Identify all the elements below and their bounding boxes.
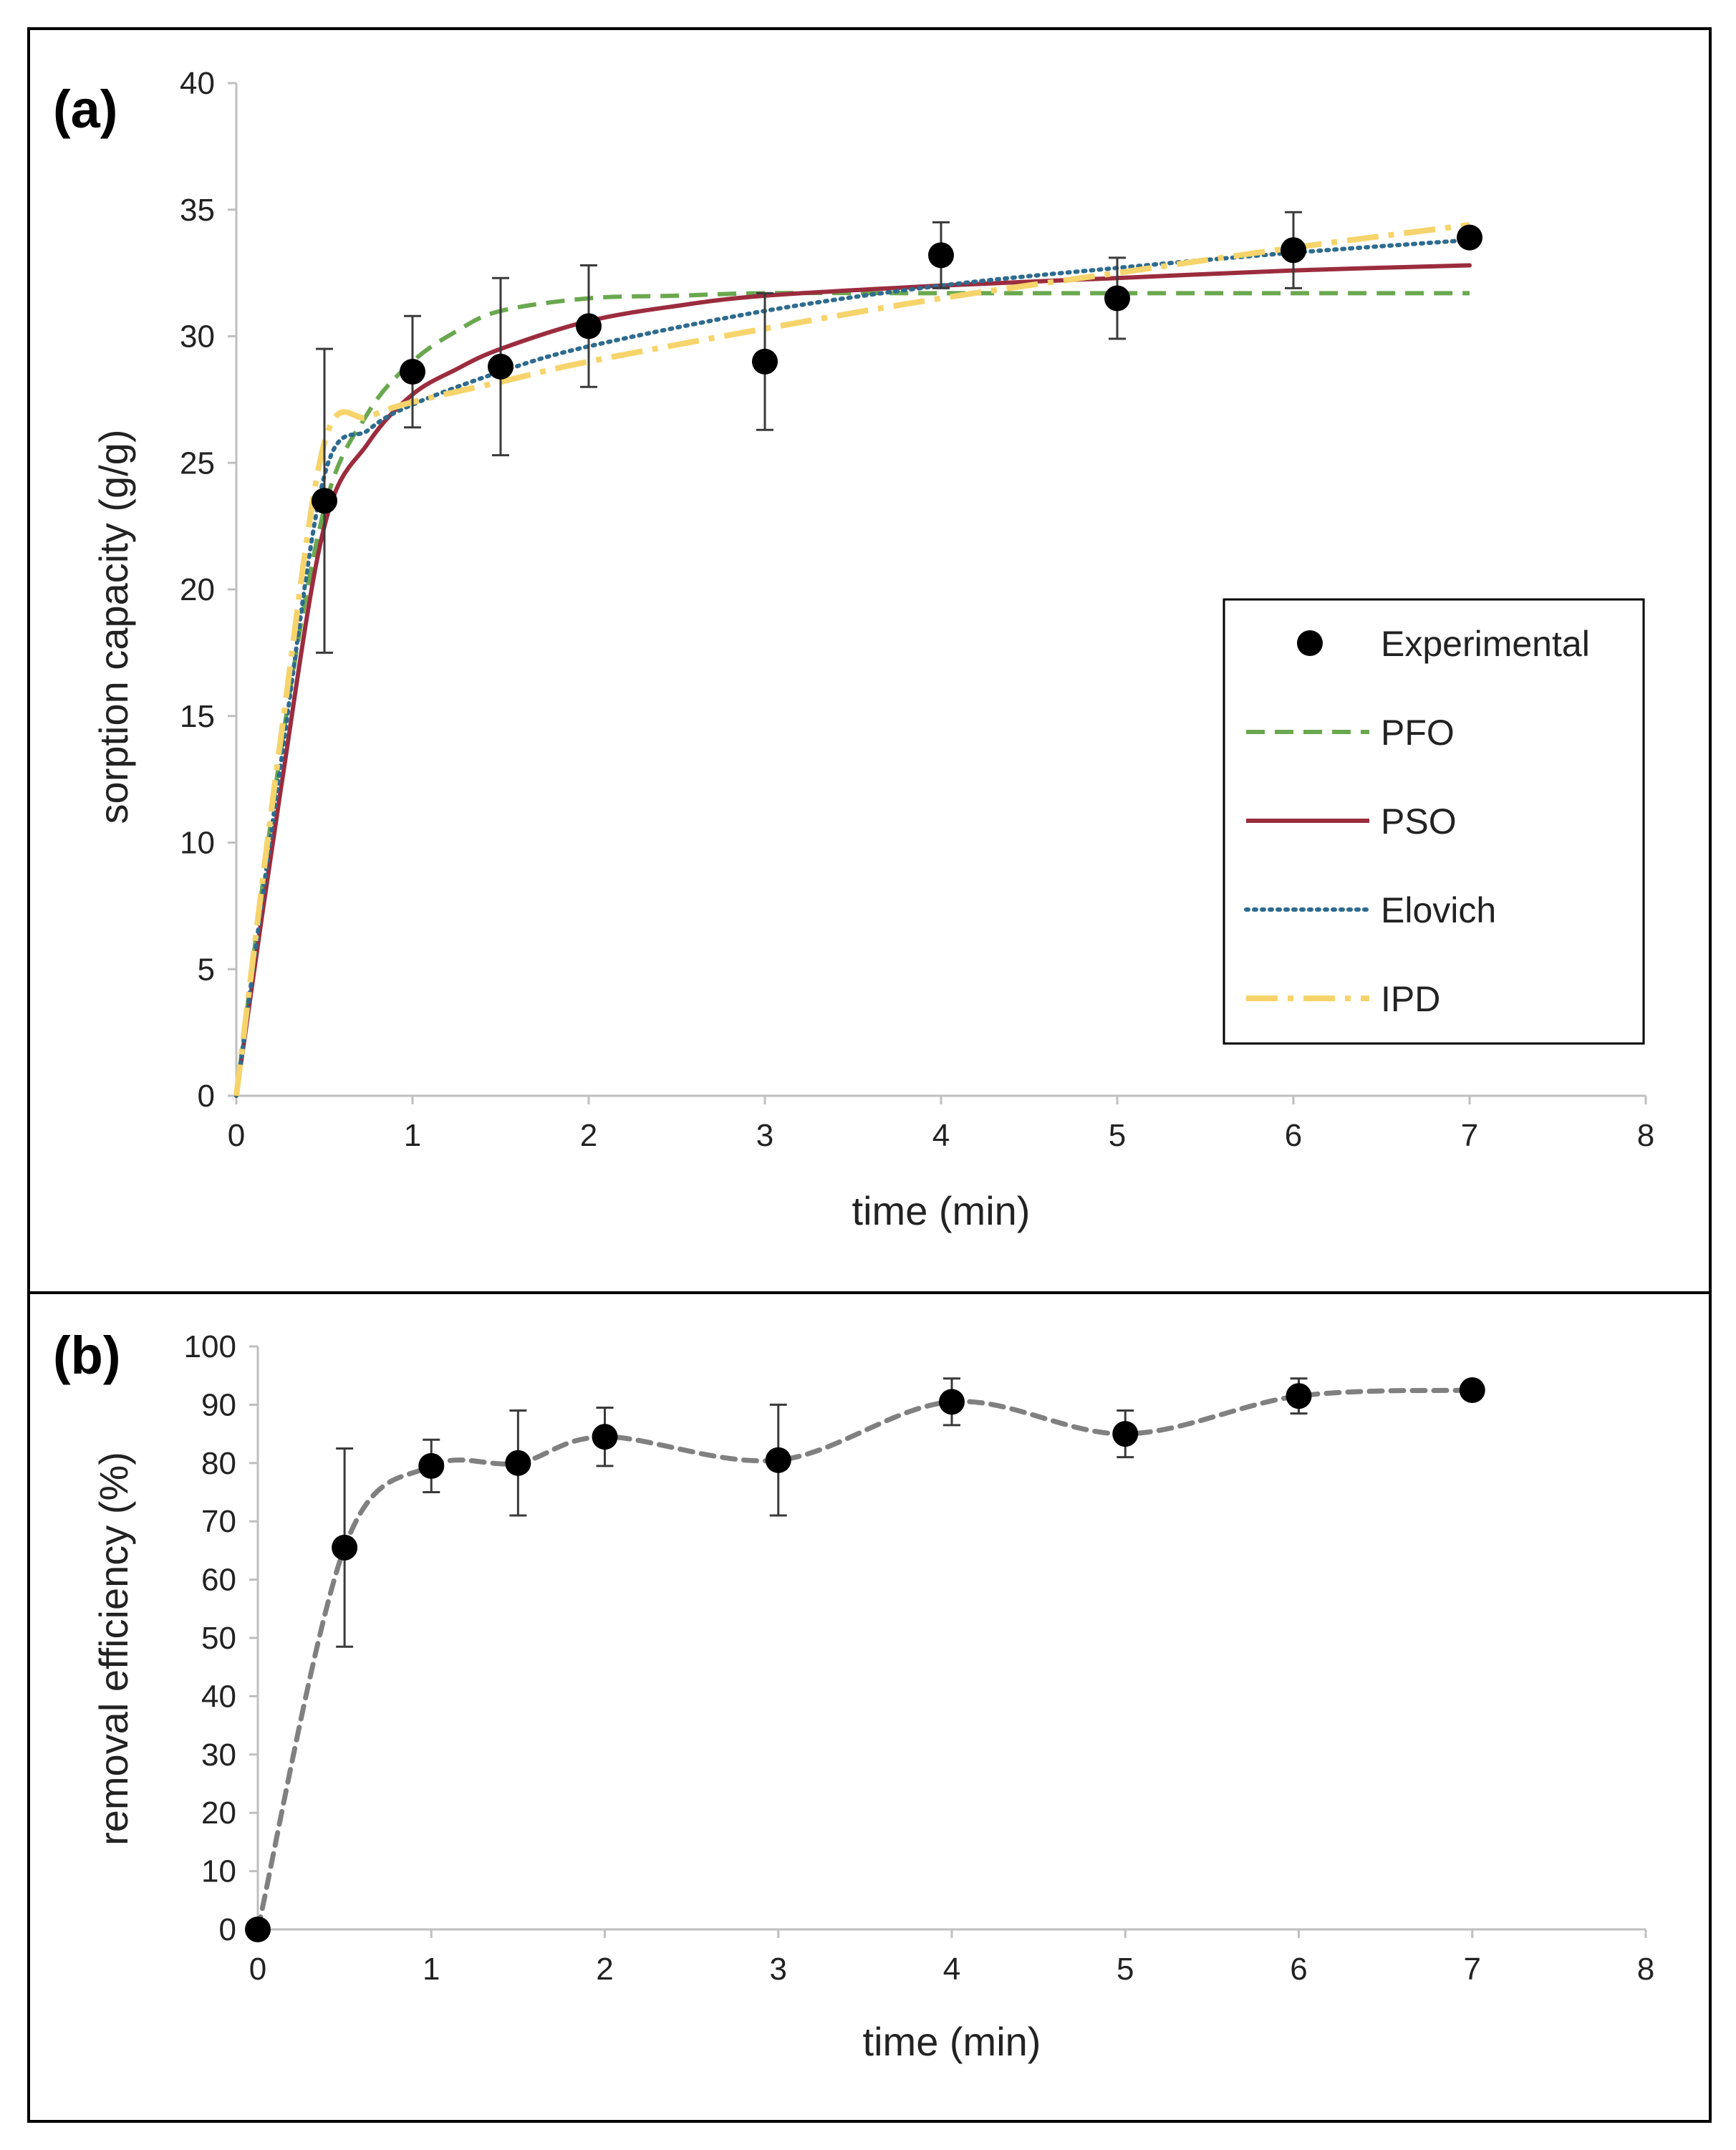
- chart-a-legend: Experimental PFO PSO Elovich IPD: [1223, 598, 1645, 1045]
- chart-a-xlabel: time (min): [852, 1188, 1031, 1233]
- chart-b-ytick-label: 20: [201, 1795, 236, 1831]
- chart-b-xlabel: time (min): [863, 2019, 1041, 2064]
- chart-b-xtick-label: 3: [770, 1952, 787, 1987]
- experimental-point: [312, 488, 337, 514]
- removal-efficiency-point: [1459, 1377, 1485, 1404]
- chart-b: 0 10 20 30 40 50 60 70 80 90 100 0 1 2 3 4 5 6 7 8 time (mi…: [91, 1329, 1654, 2064]
- experimental-point: [928, 242, 954, 269]
- chart-a-points: [312, 211, 1482, 654]
- chart-b-xtick-label: 6: [1290, 1952, 1307, 1987]
- chart-b-ytick-label: 0: [219, 1912, 236, 1947]
- removal-efficiency-point: [1286, 1383, 1312, 1409]
- panel-b-label: (b): [53, 1326, 121, 1385]
- chart-b-ytick-label: 60: [201, 1563, 236, 1598]
- chart-a-xtick-label: 3: [756, 1118, 773, 1153]
- chart-a-ytick-label: 10: [180, 826, 215, 861]
- chart-a-xtick-label: 5: [1109, 1118, 1126, 1153]
- chart-b-xtick-label: 1: [423, 1952, 440, 1987]
- chart-b-axes: 0 10 20 30 40 50 60 70 80 90 100 0 1 2 3 4 5 6 7 8: [184, 1329, 1655, 1987]
- chart-a-axes: 0 5 10 15 20 25 30 35 40 0 1 2 3 4 5 6 7 8: [180, 66, 1654, 1153]
- panel-b-frame: [27, 1291, 1712, 2123]
- removal-efficiency-point: [765, 1447, 791, 1473]
- chart-a-ytick-label: 0: [198, 1079, 215, 1114]
- experimental-point: [1281, 237, 1306, 264]
- legend-label-experimental: Experimental: [1381, 624, 1590, 664]
- removal-efficiency-point: [505, 1450, 531, 1476]
- removal-efficiency-point: [592, 1424, 618, 1450]
- chart-a-xtick-label: 6: [1285, 1118, 1302, 1153]
- legend-marker-experimental: [1297, 630, 1323, 656]
- chart-b-xtick-label: 7: [1464, 1952, 1481, 1987]
- experimental-point: [576, 313, 602, 339]
- experimental-point: [488, 353, 513, 380]
- legend-label-pso: PSO: [1381, 801, 1457, 842]
- chart-b-ytick-label: 90: [201, 1387, 236, 1422]
- removal-efficiency-point: [332, 1534, 358, 1561]
- chart-b-xtick-label: 2: [596, 1952, 613, 1987]
- chart-b-xtick-label: 0: [249, 1952, 266, 1987]
- chart-b-xtick-label: 5: [1117, 1952, 1134, 1987]
- experimental-point: [1457, 224, 1482, 251]
- chart-b-ytick-label: 40: [201, 1679, 236, 1714]
- legend-label-ipd: IPD: [1381, 979, 1440, 1019]
- experimental-point: [400, 358, 425, 385]
- chart-a-ytick-label: 40: [180, 66, 215, 101]
- chart-b-ytick-label: 80: [201, 1446, 236, 1481]
- chart-a-ytick-label: 5: [198, 952, 215, 987]
- chart-a-xtick-label: 7: [1461, 1118, 1478, 1153]
- series-line-elovich: [234, 238, 1472, 1098]
- removal-efficiency-point: [939, 1389, 965, 1415]
- chart-b-xtick-label: 8: [1637, 1952, 1654, 1987]
- chart-a-ytick-label: 35: [180, 193, 215, 228]
- chart-b-ylabel: removal efficiency (%): [91, 1452, 136, 1846]
- experimental-point: [752, 348, 778, 375]
- chart-b-ytick-label: 100: [184, 1329, 236, 1364]
- legend-label-elovich: Elovich: [1381, 890, 1496, 930]
- chart-b-xtick-label: 4: [943, 1952, 960, 1987]
- series-line-ipd: [233, 222, 1470, 1096]
- chart-b-ytick-label: 10: [201, 1854, 236, 1889]
- removal-efficiency-point: [418, 1452, 445, 1479]
- chart-a-ytick-label: 25: [180, 445, 215, 481]
- chart-a-xtick-label: 4: [932, 1118, 950, 1153]
- chart-a-xtick-label: 0: [228, 1118, 245, 1153]
- chart-a: 0 5 10 15 20 25 30 35 40 0 1 2 3 4 5 6 7 8 time (min) sor…: [91, 66, 1654, 1233]
- chart-a-xtick-label: 1: [404, 1118, 421, 1153]
- legend-label-pfo: PFO: [1381, 713, 1455, 753]
- chart-a-xtick-label: 2: [580, 1118, 597, 1153]
- chart-a-ytick-label: 15: [180, 699, 215, 734]
- chart-a-ylabel: sorption capacity (g/g): [91, 430, 136, 824]
- chart-b-ytick-label: 30: [201, 1737, 236, 1773]
- experimental-point: [1104, 285, 1130, 312]
- chart-b-ytick-label: 70: [201, 1504, 236, 1539]
- removal-efficiency-point: [1112, 1421, 1139, 1447]
- chart-a-ytick-label: 20: [180, 572, 215, 607]
- chart-a-ytick-label: 30: [180, 319, 215, 355]
- removal-efficiency-point: [245, 1917, 271, 1942]
- panel-a-label: (a): [53, 79, 117, 139]
- series-line-pso: [234, 263, 1472, 1098]
- chart-a-xtick-label: 8: [1637, 1118, 1654, 1153]
- chart-b-points: [245, 1377, 1485, 1942]
- chart-b-ytick-label: 50: [201, 1621, 236, 1656]
